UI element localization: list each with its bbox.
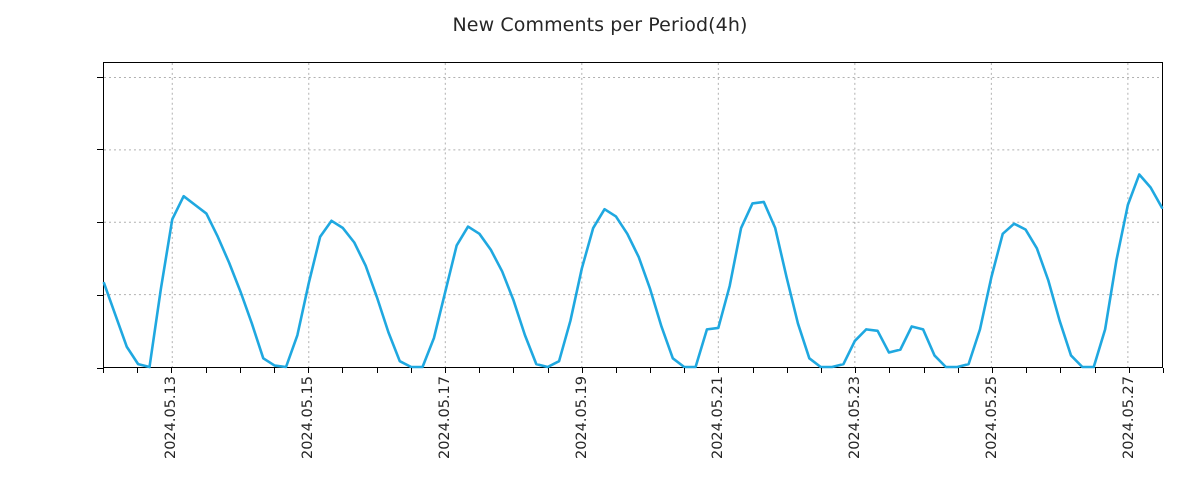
comments-series-line — [104, 63, 1162, 367]
x-tick-mark — [410, 368, 412, 373]
x-tick-mark — [273, 368, 275, 373]
x-tick-mark — [718, 368, 720, 373]
x-tick-mark — [513, 368, 515, 373]
page-title: New Comments per Period(4h) — [452, 14, 748, 36]
x-tick-mark — [479, 368, 481, 373]
x-tick-mark — [239, 368, 241, 373]
x-tick-mark — [308, 368, 310, 373]
x-tick-mark — [137, 368, 139, 373]
x-tick-mark — [615, 368, 617, 373]
x-tick-mark — [752, 368, 754, 373]
x-tick-mark — [650, 368, 652, 373]
y-tick-mark — [97, 76, 103, 78]
x-tick-label: 2024.05.13 — [163, 376, 180, 460]
x-tick-mark — [342, 368, 344, 373]
x-tick-mark — [923, 368, 925, 373]
x-tick-mark — [1026, 368, 1028, 373]
gridlines — [104, 63, 1162, 367]
x-tick-mark — [1128, 368, 1130, 373]
y-tick-mark — [97, 368, 103, 369]
x-tick-mark — [1094, 368, 1096, 373]
x-tick-mark — [1060, 368, 1062, 373]
x-tick-mark — [821, 368, 823, 373]
x-tick-mark — [581, 368, 583, 373]
y-tick-mark — [97, 222, 103, 224]
x-tick-mark — [1163, 368, 1164, 373]
x-tick-mark — [889, 368, 891, 373]
x-tick-label: 2024.05.25 — [984, 376, 1001, 460]
x-tick-mark — [855, 368, 857, 373]
x-tick-mark — [444, 368, 446, 373]
x-tick-label: 2024.05.21 — [710, 376, 727, 460]
x-tick-label: 2024.05.17 — [436, 376, 453, 460]
x-tick-label: 2024.05.15 — [300, 376, 317, 460]
series-path — [104, 174, 1162, 367]
x-tick-mark — [786, 368, 788, 373]
y-tick-mark — [97, 149, 103, 151]
x-tick-mark — [205, 368, 207, 373]
x-tick-mark — [992, 368, 994, 373]
x-tick-mark — [376, 368, 378, 373]
x-tick-label: 2024.05.27 — [1120, 376, 1137, 460]
x-tick-label: 2024.05.19 — [573, 376, 590, 460]
x-tick-label: 2024.05.23 — [847, 376, 864, 460]
y-tick-mark — [97, 295, 103, 297]
x-tick-mark — [684, 368, 686, 373]
x-tick-mark — [103, 368, 104, 373]
x-tick-mark — [547, 368, 549, 373]
x-tick-mark — [957, 368, 959, 373]
x-tick-mark — [171, 368, 173, 373]
plot-area — [103, 62, 1163, 368]
